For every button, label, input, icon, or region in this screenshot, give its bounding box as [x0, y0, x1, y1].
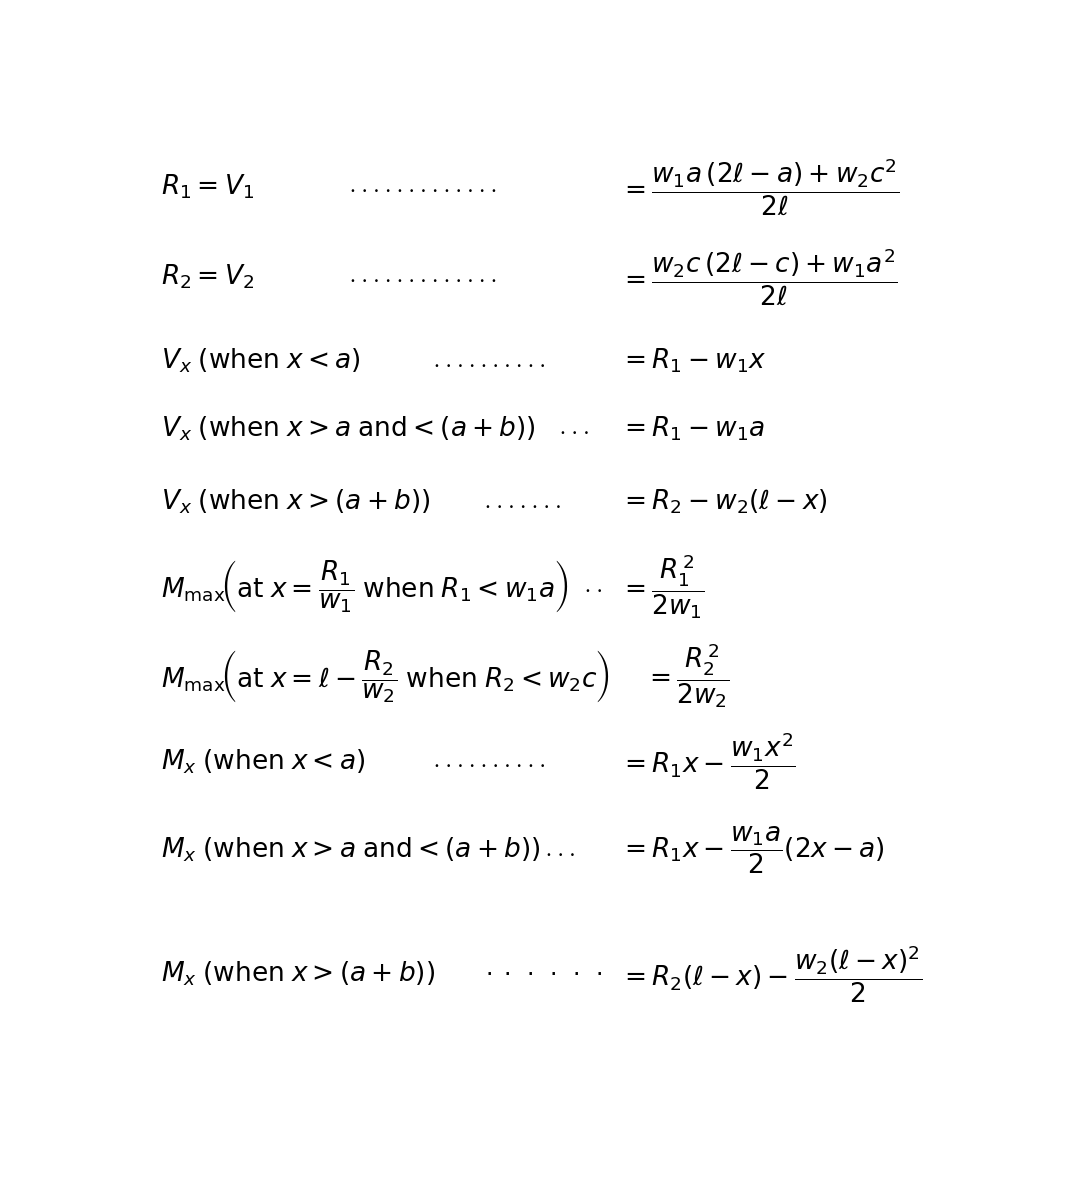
- Text: . . . . . . . . . .: . . . . . . . . . .: [434, 350, 546, 371]
- Text: $M_x\;\left(\mathrm{when}\; x > a\;\mathrm{and} < (a+b)\right)$: $M_x\;\left(\mathrm{when}\; x > a\;\math…: [161, 835, 540, 864]
- Text: $=\dfrac{R_2^{\,2}}{2w_2}$: $=\dfrac{R_2^{\,2}}{2w_2}$: [644, 641, 729, 710]
- Text: $= R_1 - w_1 x$: $= R_1 - w_1 x$: [620, 346, 767, 375]
- Text: . .: . .: [586, 576, 603, 597]
- Text: . . . . . . .: . . . . . . .: [485, 491, 561, 513]
- Text: $M_{\mathrm{max}}\!\left(\mathrm{at}\; x=\ell-\dfrac{R_2}{w_2}\;\mathrm{when}\; : $M_{\mathrm{max}}\!\left(\mathrm{at}\; x…: [161, 647, 610, 704]
- Text: . . .: . . .: [560, 418, 589, 439]
- Text: $= R_1 x - \dfrac{w_1 a}{2}(2x-a)$: $= R_1 x - \dfrac{w_1 a}{2}(2x-a)$: [620, 825, 885, 876]
- Text: . . . . . . . . . . . . .: . . . . . . . . . . . . .: [350, 265, 497, 287]
- Text: $= R_2 - w_2(\ell - x)$: $= R_2 - w_2(\ell - x)$: [620, 488, 828, 516]
- Text: $\cdot\;\cdot\;\cdot\;\cdot\;\cdot\;\cdot$: $\cdot\;\cdot\;\cdot\;\cdot\;\cdot\;\cdo…: [485, 963, 602, 984]
- Text: $M_x\;\left(\mathrm{when}\; x > (a+b)\right)$: $M_x\;\left(\mathrm{when}\; x > (a+b)\ri…: [161, 959, 435, 988]
- Text: $= R_1 x - \dfrac{w_1 x^2}{2}$: $= R_1 x - \dfrac{w_1 x^2}{2}$: [620, 731, 795, 791]
- Text: $V_x\;\left(\mathrm{when}\; x > a\;\mathrm{and} < (a+b)\right)$: $V_x\;\left(\mathrm{when}\; x > a\;\math…: [161, 414, 536, 443]
- Text: . . . . . . . . . . . . .: . . . . . . . . . . . . .: [350, 176, 497, 198]
- Text: . . .: . . .: [546, 839, 575, 860]
- Text: $= R_2(\ell-x) - \dfrac{w_2(\ell-x)^2}{2}$: $= R_2(\ell-x) - \dfrac{w_2(\ell-x)^2}{2…: [620, 944, 922, 1004]
- Text: $V_x\;(\mathrm{when}\; x < a)$: $V_x\;(\mathrm{when}\; x < a)$: [161, 346, 360, 375]
- Text: $M_x\;(\mathrm{when}\; x < a)$: $M_x\;(\mathrm{when}\; x < a)$: [161, 747, 366, 776]
- Text: $R_1 = V_1$: $R_1 = V_1$: [161, 173, 254, 201]
- Text: $=\dfrac{w_2 c\,(2\ell-c)+w_1 a^2}{2\ell}$: $=\dfrac{w_2 c\,(2\ell-c)+w_1 a^2}{2\ell…: [620, 246, 897, 307]
- Text: $R_2 = V_2$: $R_2 = V_2$: [161, 262, 254, 290]
- Text: $=\dfrac{w_1 a\,(2\ell-a)+w_2 c^2}{2\ell}$: $=\dfrac{w_1 a\,(2\ell-a)+w_2 c^2}{2\ell…: [620, 157, 899, 217]
- Text: $= R_1 - w_1 a$: $= R_1 - w_1 a$: [620, 414, 765, 443]
- Text: $=\dfrac{R_1^{\,2}}{2w_1}$: $=\dfrac{R_1^{\,2}}{2w_1}$: [620, 552, 704, 621]
- Text: $M_{\mathrm{max}}\!\left(\mathrm{at}\; x=\dfrac{R_1}{w_1}\;\mathrm{when}\; R_1 <: $M_{\mathrm{max}}\!\left(\mathrm{at}\; x…: [161, 558, 569, 615]
- Text: . . . . . . . . . .: . . . . . . . . . .: [434, 751, 546, 772]
- Text: $V_x\;\left(\mathrm{when}\; x > (a+b)\right)$: $V_x\;\left(\mathrm{when}\; x > (a+b)\ri…: [161, 488, 431, 516]
